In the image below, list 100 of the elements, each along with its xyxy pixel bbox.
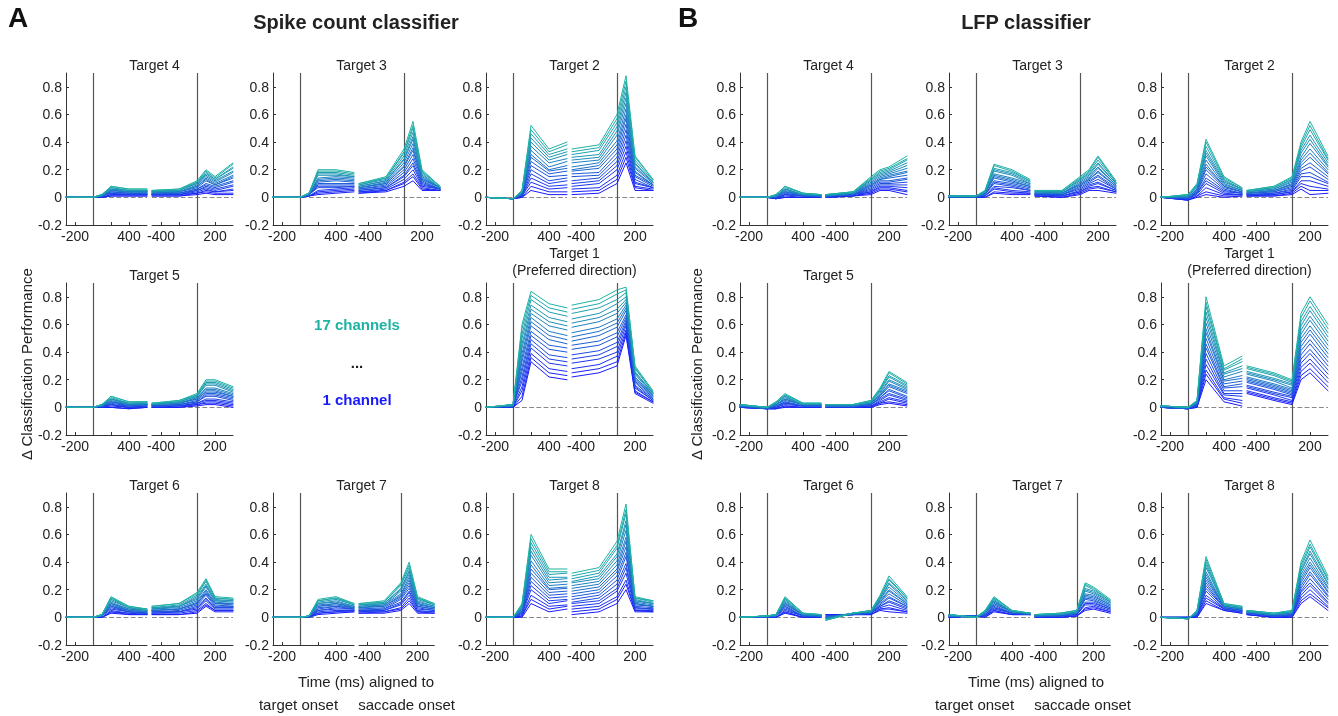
chart-title: Target 8 bbox=[549, 477, 600, 493]
y-tick-label: 0 bbox=[1149, 609, 1158, 626]
chart-title: Target 5 bbox=[129, 267, 180, 283]
y-tick-label: -0.2 bbox=[244, 217, 270, 233]
y-tick-label: 0.4 bbox=[716, 134, 737, 151]
y-tick-label: 0.4 bbox=[462, 554, 483, 571]
x-tick-label: 400 bbox=[324, 228, 348, 244]
y-tick-label: 0.4 bbox=[1137, 554, 1158, 571]
y-tick-label: 0.2 bbox=[462, 371, 483, 388]
y-tick-label: 0.4 bbox=[925, 554, 946, 571]
x-tick-label: -200 bbox=[60, 648, 90, 664]
x-tick-label: -200 bbox=[734, 438, 764, 454]
y-tick-label: -0.2 bbox=[37, 427, 63, 443]
y-tick-label: 0.6 bbox=[249, 526, 270, 543]
y-tick-label: 0.8 bbox=[42, 78, 63, 95]
x-tick-label: 200 bbox=[203, 438, 227, 454]
x-tick-label: -200 bbox=[1155, 648, 1185, 664]
y-tick-label: 0.2 bbox=[716, 371, 737, 388]
y-tick-label: 0.4 bbox=[42, 134, 63, 151]
x-tick-label: 200 bbox=[623, 648, 647, 664]
x-tick-label: -200 bbox=[734, 648, 764, 664]
x-tick-label: -200 bbox=[267, 648, 297, 664]
x-tick-label: 200 bbox=[623, 228, 647, 244]
x-tick-label: 200 bbox=[1298, 438, 1322, 454]
x-tick-label: -200 bbox=[943, 228, 973, 244]
y-tick-label: 0.2 bbox=[42, 581, 63, 598]
y-tick-label: 0.6 bbox=[42, 106, 63, 123]
y-tick-label: 0.8 bbox=[1137, 288, 1158, 305]
x-tick-label: -200 bbox=[60, 438, 90, 454]
x-tick-label: -400 bbox=[1241, 228, 1271, 244]
y-tick-label: 0.8 bbox=[462, 288, 483, 305]
x-tick-label: -400 bbox=[353, 228, 383, 244]
x-tick-label: -400 bbox=[146, 228, 176, 244]
x-tick-label: -400 bbox=[566, 228, 596, 244]
y-tick-label: 0.8 bbox=[42, 288, 63, 305]
chart-title: Target 1 bbox=[549, 245, 600, 261]
y-tick-label: 0.2 bbox=[716, 161, 737, 178]
x-tick-label: 200 bbox=[877, 438, 901, 454]
chart-title: Target 6 bbox=[803, 477, 854, 493]
y-tick-label: 0.2 bbox=[1137, 581, 1158, 598]
y-tick-label: -0.2 bbox=[1132, 637, 1158, 653]
text: Spike count classifier bbox=[253, 10, 459, 34]
y-tick-label: 0.6 bbox=[716, 316, 737, 333]
y-tick-label: 0.6 bbox=[1137, 106, 1158, 123]
y-tick-label: 0.4 bbox=[925, 134, 946, 151]
y-tick-label: 0 bbox=[1149, 189, 1158, 206]
x-tick-label: -400 bbox=[566, 438, 596, 454]
y-tick-label: -0.2 bbox=[711, 217, 737, 233]
x-axis-title: saccade onset bbox=[358, 696, 456, 713]
x-tick-label: -400 bbox=[1029, 648, 1058, 664]
chart-title: Target 2 bbox=[1224, 57, 1275, 73]
x-tick-label: -400 bbox=[1241, 438, 1271, 454]
y-tick-label: 0.6 bbox=[1137, 316, 1158, 333]
chart-title: Target 3 bbox=[336, 57, 387, 73]
y-tick-label: 0.4 bbox=[716, 344, 737, 361]
x-tick-label: 400 bbox=[1212, 228, 1236, 244]
y-tick-label: 0.4 bbox=[249, 554, 270, 571]
y-tick-label: 0 bbox=[1149, 399, 1158, 416]
x-tick-label: -400 bbox=[820, 228, 850, 244]
y-tick-label: -0.2 bbox=[1132, 427, 1158, 443]
x-tick-label: 400 bbox=[791, 228, 815, 244]
x-tick-label: 400 bbox=[791, 648, 815, 664]
x-tick-label: -200 bbox=[1155, 228, 1185, 244]
y-tick-label: 0.6 bbox=[249, 106, 270, 123]
x-tick-label: 400 bbox=[1212, 438, 1236, 454]
y-tick-label: 0 bbox=[54, 609, 63, 626]
y-tick-label: 0.8 bbox=[716, 498, 737, 515]
y-tick-label: 0.2 bbox=[42, 371, 63, 388]
y-tick-label: 0.4 bbox=[462, 344, 483, 361]
y-tick-label: 0 bbox=[728, 609, 737, 626]
x-tick-label: -200 bbox=[267, 228, 297, 244]
y-tick-label: -0.2 bbox=[1132, 217, 1158, 233]
x-tick-label: 400 bbox=[537, 648, 561, 664]
x-tick-label: -400 bbox=[566, 648, 596, 664]
y-tick-label: 0.8 bbox=[249, 498, 270, 515]
x-tick-label: -400 bbox=[146, 648, 176, 664]
x-tick-label: 400 bbox=[1212, 648, 1236, 664]
y-tick-label: 0.4 bbox=[716, 554, 737, 571]
y-tick-label: 0.4 bbox=[462, 134, 483, 151]
x-tick-label: 200 bbox=[877, 648, 901, 664]
legend-label: 17 channels bbox=[314, 315, 400, 333]
y-tick-label: 0 bbox=[474, 399, 483, 416]
y-tick-label: -0.2 bbox=[457, 637, 483, 653]
y-tick-label: 0.8 bbox=[925, 78, 946, 95]
y-tick-label: -0.2 bbox=[244, 637, 270, 653]
x-tick-label: -400 bbox=[146, 438, 176, 454]
y-tick-label: 0.2 bbox=[1137, 161, 1158, 178]
y-tick-label: 0.4 bbox=[249, 134, 270, 151]
x-tick-label: 200 bbox=[1086, 228, 1110, 244]
y-tick-label: -0.2 bbox=[711, 637, 737, 653]
x-tick-label: -200 bbox=[1155, 438, 1185, 454]
y-tick-label: 0.2 bbox=[925, 161, 946, 178]
x-tick-label: 200 bbox=[203, 228, 227, 244]
chart-title: Target 7 bbox=[336, 477, 387, 493]
y-tick-label: 0.6 bbox=[716, 526, 737, 543]
y-tick-label: 0.8 bbox=[1137, 498, 1158, 515]
x-tick-label: 200 bbox=[1298, 648, 1322, 664]
x-tick-label: 200 bbox=[203, 648, 227, 664]
y-tick-label: 0.8 bbox=[249, 78, 270, 95]
y-tick-label: 0 bbox=[728, 399, 737, 416]
